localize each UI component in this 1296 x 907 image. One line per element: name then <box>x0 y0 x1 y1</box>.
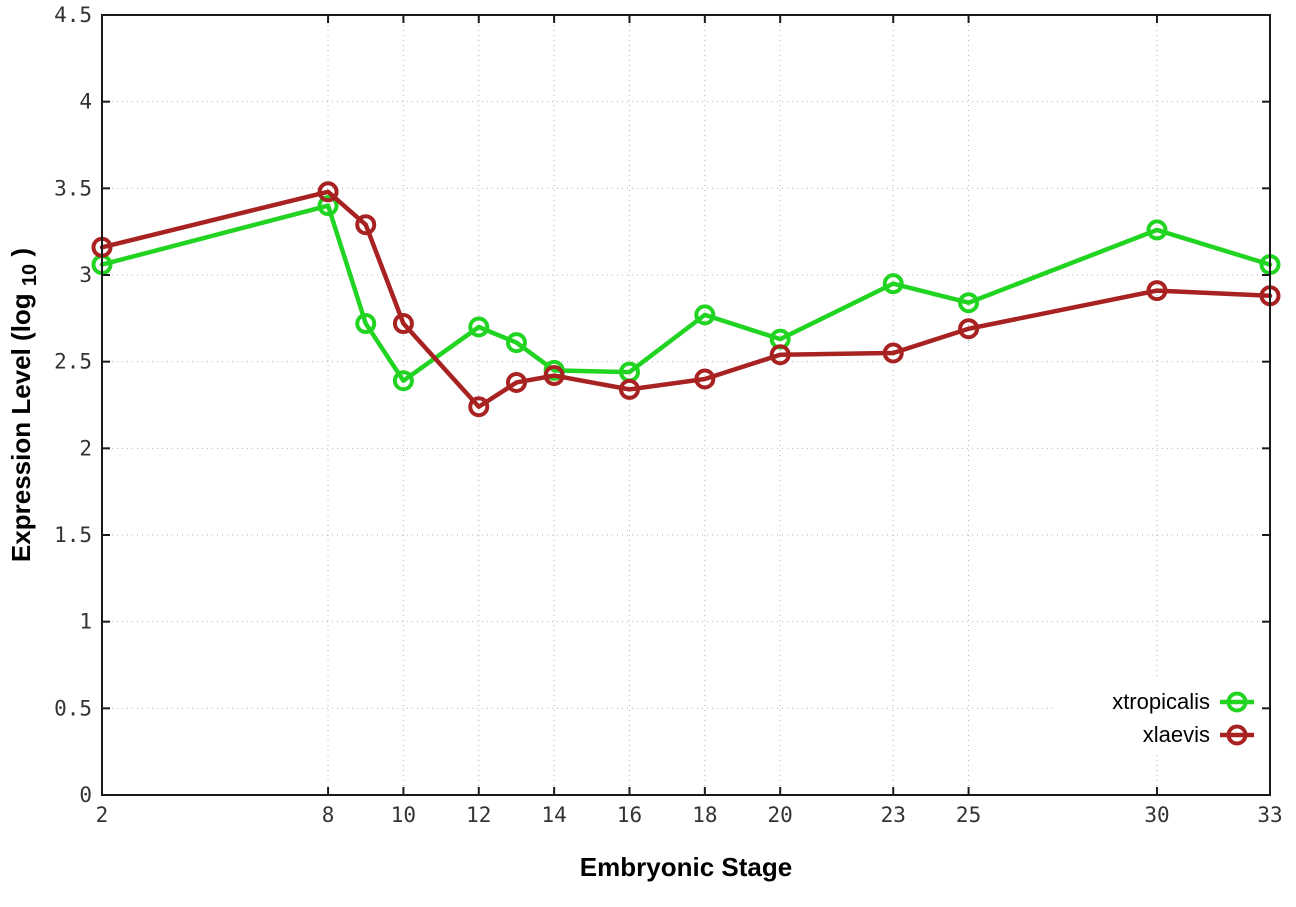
x-tick-label: 16 <box>617 803 642 827</box>
data-point-xlaevis <box>958 318 980 340</box>
data-point-xlaevis <box>317 181 339 203</box>
data-point-xtropicalis <box>392 370 414 392</box>
data-point-xtropicalis <box>468 316 490 338</box>
x-tick-label: 14 <box>541 803 566 827</box>
y-tick-label: 0.5 <box>54 696 92 720</box>
x-tick-label: 23 <box>881 803 906 827</box>
y-tick-label: 2.5 <box>54 350 92 374</box>
grid-layer <box>101 14 1271 796</box>
y-axis-title-subscript: 10 <box>19 264 41 286</box>
data-point-xtropicalis <box>1146 219 1168 241</box>
series-line-xlaevis <box>99 189 1273 409</box>
y-axis-title-close: ) <box>6 248 36 257</box>
x-axis-title: Embryonic Stage <box>580 852 792 882</box>
data-point-xlaevis <box>505 371 527 393</box>
x-tick-label: 30 <box>1144 803 1169 827</box>
legend-marker-xtropicalis <box>1226 691 1248 713</box>
data-point-xtropicalis <box>958 292 980 314</box>
data-point-xtropicalis <box>882 273 904 295</box>
y-axis-title-main: Expression Level (log <box>6 293 36 562</box>
data-point-xlaevis <box>543 365 565 387</box>
y-tick-label: 3.5 <box>54 176 92 200</box>
data-point-xlaevis <box>468 396 490 418</box>
plot-border-layer <box>101 14 1271 796</box>
data-point-xtropicalis <box>694 304 716 326</box>
y-tick-label: 2 <box>79 436 92 460</box>
series-layer <box>91 181 1281 418</box>
legend-label-xlaevis: xlaevis <box>1143 722 1210 747</box>
data-point-xlaevis <box>1146 280 1168 302</box>
data-point-xlaevis <box>694 368 716 390</box>
x-tick-label: 10 <box>391 803 416 827</box>
y-tick-label: 0 <box>79 783 92 807</box>
data-point-xtropicalis <box>355 313 377 335</box>
data-point-xlaevis <box>882 342 904 364</box>
y-tick-label: 3 <box>79 263 92 287</box>
legend-layer: xtropicalis xlaevis <box>1112 689 1254 747</box>
series-line-xtropicalis <box>99 203 1273 383</box>
y-tick-label: 4.5 <box>54 3 92 27</box>
x-tick-label: 8 <box>322 803 335 827</box>
y-axis-title: Expression Level (log 10 ) <box>6 248 42 562</box>
y-tick-label: 4 <box>79 90 92 114</box>
legend-label-xtropicalis: xtropicalis <box>1112 689 1210 714</box>
y-tick-label: 1 <box>79 610 92 634</box>
tick-layer <box>101 14 1271 796</box>
data-point-xtropicalis <box>505 332 527 354</box>
data-point-xlaevis <box>769 344 791 366</box>
x-tick-label: 12 <box>466 803 491 827</box>
legend-marker-xlaevis <box>1226 724 1248 746</box>
x-tick-label: 33 <box>1257 803 1282 827</box>
tick-label-layer: 2 8 10 12 14 16 18 20 23 25 30 33 0 0.5 1 1.5 2 2.5 3 3.5 4 4… <box>54 3 1283 827</box>
x-tick-label: 18 <box>692 803 717 827</box>
data-point-xlaevis <box>355 214 377 236</box>
x-tick-label: 2 <box>96 803 109 827</box>
x-tick-label: 25 <box>956 803 981 827</box>
plot-border <box>101 14 1271 796</box>
data-point-xtropicalis <box>317 195 339 217</box>
data-point-xlaevis <box>618 378 640 400</box>
x-tick-label: 20 <box>768 803 793 827</box>
data-point-xlaevis <box>392 313 414 335</box>
y-tick-label: 1.5 <box>54 523 92 547</box>
